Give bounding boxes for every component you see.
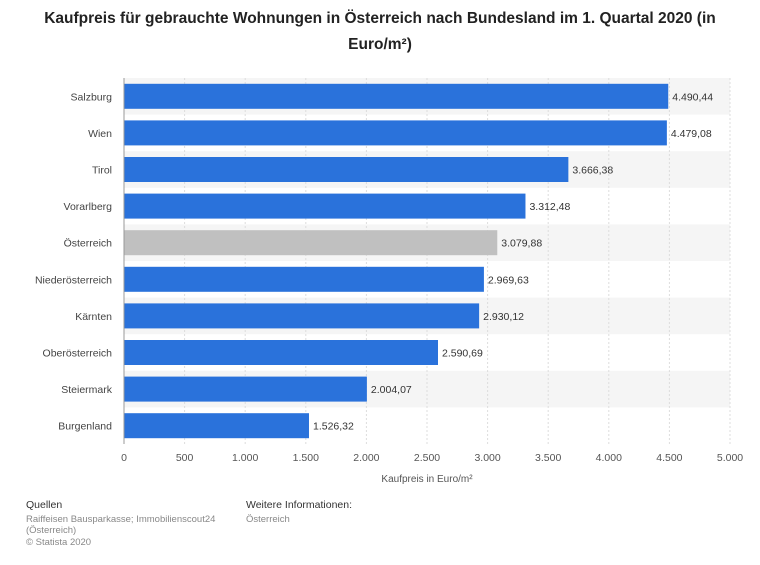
bar — [124, 83, 669, 109]
value-label: 2.930,12 — [483, 311, 524, 323]
x-tick-label: 5.000 — [717, 452, 743, 464]
bar — [124, 193, 526, 219]
category-label: Kärnten — [75, 311, 112, 323]
info-heading: Weitere Informationen: — [246, 499, 353, 511]
bar — [124, 376, 367, 402]
x-tick-label: 2.000 — [353, 452, 379, 464]
x-tick-label: 500 — [176, 452, 194, 464]
x-tick-label: 4.500 — [656, 452, 682, 464]
x-tick-label: 0 — [121, 452, 127, 464]
info-block: Weitere Informationen: Österreich — [246, 499, 446, 525]
category-label: Steiermark — [61, 384, 113, 396]
x-tick-labels: 0 500 1.000 1.500 2.000 2.500 3.000 3.500 4.000 4… — [121, 452, 743, 464]
bar-chart: 4.490,44 4.479,08 3.666,38 3.312,48 3.079,88… — [35, 78, 743, 485]
x-tick-label: 4.000 — [596, 452, 622, 464]
value-label: 4.490,44 — [672, 91, 713, 103]
category-label: Wien — [88, 128, 112, 140]
copyright: © Statista 2020 — [26, 536, 92, 548]
bar — [124, 340, 438, 365]
x-tick-label: 3.000 — [474, 452, 500, 464]
chart-title: Kaufpreis für gebrauchte Wohnungen in Ös… — [44, 10, 716, 53]
x-tick-label: 3.500 — [535, 452, 561, 464]
sources-line: Raiffeisen Bausparkasse; Immobilienscout… — [26, 513, 216, 525]
category-labels: Salzburg Wien Tirol Vorarlberg Österreich Nie… — [35, 91, 113, 432]
sources-heading: Quellen — [26, 499, 63, 511]
category-label: Oberösterreich — [43, 348, 113, 360]
value-label: 2.969,63 — [488, 274, 529, 286]
category-label: Tirol — [92, 165, 112, 177]
value-labels: 4.490,44 4.479,08 3.666,38 3.312,48 3.079,88… — [313, 91, 713, 432]
x-tick-label: 1.000 — [232, 452, 258, 464]
value-label: 1.526,32 — [313, 421, 354, 433]
bar — [124, 230, 498, 256]
bar — [124, 157, 569, 182]
info-line: Österreich — [246, 513, 290, 525]
x-tick-label: 2.500 — [414, 452, 440, 464]
x-tick-label: 1.500 — [293, 452, 319, 464]
category-label: Vorarlberg — [64, 201, 113, 213]
sources-line: (Österreich) — [26, 525, 77, 536]
bar — [124, 413, 309, 439]
value-label: 2.590,69 — [442, 348, 483, 360]
category-label: Burgenland — [58, 421, 112, 433]
bar — [124, 120, 667, 146]
value-label: 4.479,08 — [671, 128, 712, 140]
value-label: 3.079,88 — [501, 238, 542, 250]
value-label: 3.312,48 — [529, 201, 570, 213]
category-label: Niederösterreich — [35, 274, 112, 286]
category-label: Österreich — [64, 238, 113, 250]
x-axis-label: Kaufpreis in Euro/m² — [381, 474, 473, 485]
bar — [124, 266, 484, 292]
category-label: Salzburg — [71, 91, 113, 103]
value-label: 2.004,07 — [371, 384, 412, 396]
sources-block: Quellen Raiffeisen Bausparkasse; Immobil… — [26, 499, 236, 548]
bar — [124, 303, 480, 329]
bars — [124, 83, 669, 439]
value-label: 3.666,38 — [572, 165, 613, 177]
